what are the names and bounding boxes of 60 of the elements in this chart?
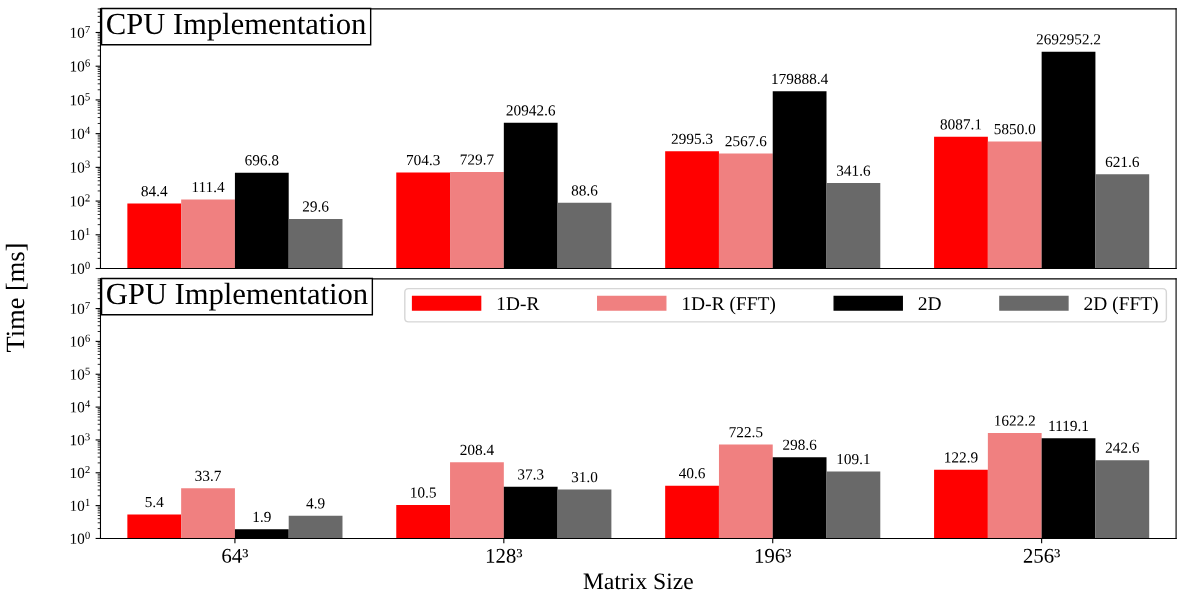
y-axis-title: Time [ms] <box>5 244 28 352</box>
data-label: 40.6 <box>678 468 705 479</box>
data-label: 84.4 <box>141 185 168 197</box>
data-label: 88.6 <box>571 185 598 196</box>
data-label: 5850.0 <box>994 123 1036 135</box>
y-tick-label: 10$^{4}$ <box>70 126 91 139</box>
y-tick-label: 10$^{5}$ <box>70 367 90 380</box>
y-tick-label: 10$^{2}$ <box>70 194 90 207</box>
data-label: 29.6 <box>302 201 329 212</box>
data-label: 722.5 <box>729 427 763 438</box>
data-label: 621.6 <box>1105 156 1140 168</box>
y-tick-label: 10$^{1}$ <box>70 228 90 241</box>
y-tick-label: 10$^{1}$ <box>70 498 90 511</box>
data-label: 109.1 <box>837 453 870 465</box>
data-label: 242.6 <box>1105 442 1140 453</box>
data-label: 2995.3 <box>671 133 713 145</box>
y-tick-label: 10$^{7}$ <box>70 301 90 314</box>
y-tick-label: 10$^{7}$ <box>70 25 90 38</box>
data-label: 341.6 <box>836 165 871 176</box>
legend-label: 2D <box>918 297 941 311</box>
data-label: 298.6 <box>783 439 817 450</box>
data-label: 1622.2 <box>995 415 1035 426</box>
data-label: 4.9 <box>306 498 325 509</box>
x-tick-label: 196³ <box>755 548 792 563</box>
y-tick-label: 10$^{0}$ <box>70 261 90 274</box>
data-label: 208.4 <box>460 444 494 456</box>
x-tick-label: 256³ <box>1023 548 1060 563</box>
y-tick-label: 10$^{4}$ <box>70 400 91 413</box>
y-tick-label: 10$^{5}$ <box>70 93 90 106</box>
data-label: 33.7 <box>195 470 221 482</box>
data-label: 5.4 <box>145 496 164 508</box>
data-label: 2692952.2 <box>1036 34 1101 45</box>
legend-label: 2D (FFT) <box>1084 296 1158 315</box>
legend-label: 1D-R <box>497 297 540 311</box>
y-tick-label: 10$^{6}$ <box>70 334 90 347</box>
x-axis-title: Matrix Size <box>583 573 693 590</box>
data-label: 1119.1 <box>1049 420 1089 432</box>
y-tick-label: 10$^{3}$ <box>70 160 90 173</box>
data-label: 111.4 <box>192 181 225 193</box>
chart-title: CPU Implementation <box>107 12 366 41</box>
data-label: 1.9 <box>253 511 271 523</box>
y-tick-label: 10$^{6}$ <box>70 59 90 72</box>
data-label: 37.3 <box>518 469 544 480</box>
legend-label: 1D-R (FFT) <box>683 296 776 315</box>
data-label: 2567.6 <box>725 136 767 147</box>
data-label: 10.5 <box>411 487 436 498</box>
x-tick-label: 128³ <box>486 548 523 563</box>
y-tick-label: 10$^{3}$ <box>70 433 90 446</box>
data-label: 8087.1 <box>940 119 982 130</box>
data-label: 20942.6 <box>506 105 556 116</box>
data-label: 179888.4 <box>772 73 829 85</box>
chart-title: GPU Implementation <box>107 282 368 311</box>
data-label: 122.9 <box>945 452 978 463</box>
x-tick-label: 64³ <box>222 548 249 563</box>
data-label: 696.8 <box>245 155 279 166</box>
data-label: 31.0 <box>571 471 598 483</box>
data-label: 729.7 <box>460 154 494 165</box>
y-tick-label: 10$^{2}$ <box>70 466 90 479</box>
data-label: 704.3 <box>406 154 440 166</box>
y-tick-label: 10$^{0}$ <box>70 531 90 544</box>
